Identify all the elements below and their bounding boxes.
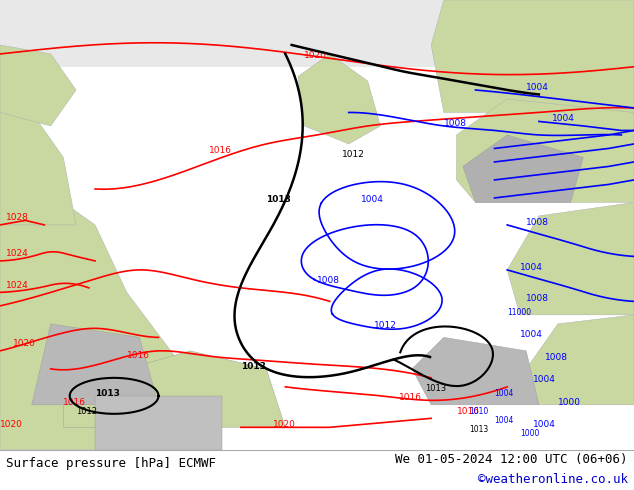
Text: 1004: 1004: [526, 83, 549, 92]
Text: 1028: 1028: [6, 214, 29, 222]
Text: We 01-05-2024 12:00 UTC (06+06): We 01-05-2024 12:00 UTC (06+06): [395, 453, 628, 466]
Text: 1020: 1020: [13, 340, 36, 348]
Text: 1000: 1000: [558, 398, 581, 407]
Text: 1008: 1008: [526, 294, 549, 303]
Text: 1024: 1024: [6, 281, 29, 290]
Text: 1012: 1012: [374, 321, 397, 330]
Polygon shape: [0, 0, 634, 68]
Polygon shape: [412, 337, 539, 405]
Polygon shape: [95, 396, 222, 450]
Text: 1020: 1020: [273, 420, 295, 429]
Text: 1016: 1016: [209, 146, 232, 155]
Text: 1013: 1013: [95, 389, 120, 398]
Text: 1008: 1008: [526, 218, 549, 227]
Text: 1004: 1004: [520, 330, 543, 340]
Polygon shape: [63, 351, 285, 427]
Polygon shape: [463, 135, 583, 202]
Text: 1016: 1016: [456, 407, 479, 416]
Text: 1016: 1016: [127, 351, 150, 360]
Text: 1013: 1013: [266, 196, 291, 204]
Text: 1004: 1004: [533, 420, 555, 429]
Polygon shape: [0, 157, 190, 450]
Text: 1004: 1004: [552, 115, 574, 123]
Polygon shape: [507, 202, 634, 315]
Text: 1013: 1013: [469, 425, 488, 434]
Polygon shape: [431, 0, 634, 112]
Text: 1013: 1013: [425, 384, 446, 393]
Text: 1016: 1016: [399, 393, 422, 402]
Text: 1020: 1020: [304, 51, 327, 60]
Polygon shape: [298, 54, 380, 144]
Text: 1010: 1010: [469, 407, 488, 416]
Polygon shape: [32, 324, 158, 405]
Text: 1012: 1012: [76, 407, 97, 416]
Text: 1000: 1000: [520, 429, 540, 439]
Polygon shape: [0, 45, 76, 126]
Text: 11000: 11000: [507, 308, 531, 317]
Text: 1020: 1020: [0, 420, 23, 429]
Text: 1016: 1016: [63, 398, 86, 407]
Polygon shape: [0, 90, 76, 225]
Text: 1008: 1008: [444, 119, 467, 128]
Text: 1008: 1008: [317, 276, 340, 285]
Text: 1004: 1004: [520, 263, 543, 272]
Text: 1004: 1004: [533, 375, 555, 384]
Text: 1004: 1004: [495, 416, 514, 425]
Text: 1004: 1004: [495, 389, 514, 398]
Text: 1012: 1012: [342, 150, 365, 159]
Text: ©weatheronline.co.uk: ©weatheronline.co.uk: [477, 473, 628, 487]
Text: 1013: 1013: [241, 362, 266, 371]
Text: Surface pressure [hPa] ECMWF: Surface pressure [hPa] ECMWF: [6, 457, 216, 470]
Text: 1004: 1004: [361, 196, 384, 204]
Text: 1024: 1024: [6, 249, 29, 258]
Text: 1008: 1008: [545, 353, 568, 362]
Polygon shape: [526, 315, 634, 405]
Polygon shape: [456, 99, 634, 202]
